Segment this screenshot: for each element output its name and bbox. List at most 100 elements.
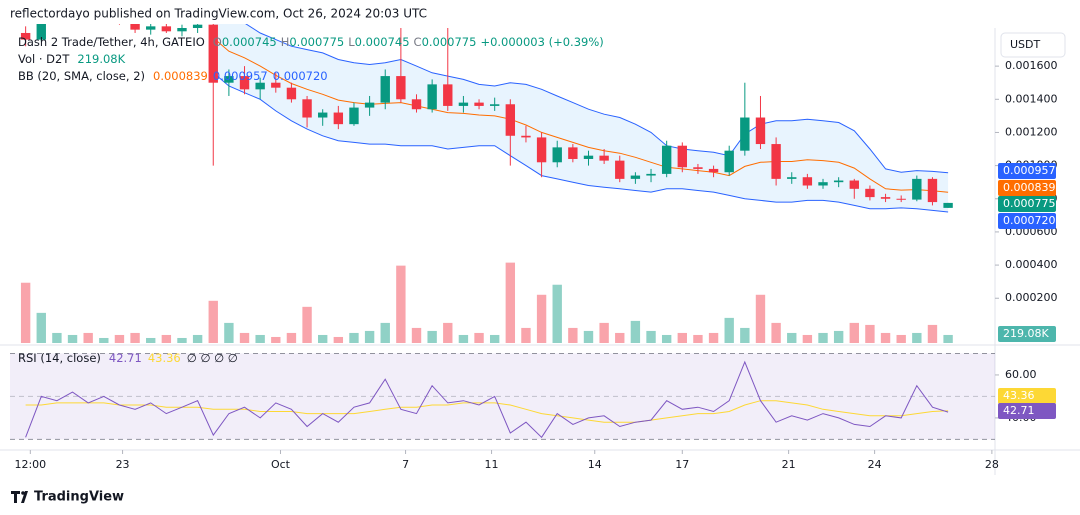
volume-name: Vol · D2T xyxy=(18,52,70,66)
volume-bar xyxy=(67,334,78,343)
close-value: 0.000775 xyxy=(422,35,477,49)
candle-body xyxy=(177,28,187,32)
volume-bar xyxy=(271,336,281,343)
x-tick-label: 14 xyxy=(588,458,602,471)
bb-name: BB (20, SMA, close, 2) xyxy=(18,69,145,83)
open-label: O xyxy=(213,35,222,49)
candle-body xyxy=(130,24,140,30)
candle-body xyxy=(583,155,594,159)
high-label: H xyxy=(281,35,290,49)
candle-body xyxy=(411,99,422,110)
volume-bar xyxy=(474,332,484,343)
y-tick-label: 0.001600 xyxy=(1005,59,1058,72)
candle-body xyxy=(849,180,859,189)
x-tick-label: 17 xyxy=(675,458,689,471)
candle-body xyxy=(912,178,922,200)
candle-body xyxy=(661,145,672,174)
rsi-pane xyxy=(10,352,995,440)
bb-basis-value: 0.000839 xyxy=(153,69,208,83)
candle-body xyxy=(677,145,687,168)
candle-body xyxy=(536,137,547,163)
volume-bar xyxy=(489,334,500,343)
rsi-last: 42.71 xyxy=(1003,404,1035,417)
volume-bar xyxy=(646,330,656,343)
volume-bar xyxy=(505,262,516,343)
volume-bar xyxy=(583,330,594,343)
volume-bar xyxy=(630,320,641,343)
volume-bar xyxy=(286,332,297,343)
volume-bar xyxy=(411,327,422,343)
currency-box[interactable] xyxy=(1000,32,1066,58)
bb-legend: BB (20, SMA, close, 2) 0.000839 0.000957 0.… xyxy=(18,69,328,83)
volume-bar xyxy=(818,332,828,343)
price-pane xyxy=(20,24,953,343)
published-note: reflectordayo published on TradingView.c… xyxy=(10,7,427,21)
volume-bar xyxy=(52,332,62,343)
bb-upper xyxy=(245,24,949,174)
volume-bar xyxy=(724,317,734,343)
volume-bar xyxy=(568,327,578,343)
candle-body xyxy=(787,177,797,179)
open-value: 0.000745 xyxy=(222,35,277,49)
overlay: reflectordayo published on TradingView.c… xyxy=(10,7,1066,505)
close-last-box xyxy=(998,196,1056,212)
candle-body xyxy=(146,26,156,30)
candle-body xyxy=(333,112,344,125)
candle-body xyxy=(740,117,750,151)
high-value: 0.000775 xyxy=(289,35,344,49)
candle-body xyxy=(20,32,31,40)
volume-bar xyxy=(239,332,250,343)
volume-bar xyxy=(255,334,265,343)
x-tick-label: 7 xyxy=(402,458,409,471)
symbol: Dash 2 Trade/Tether, 4h, GATEIO xyxy=(18,35,205,49)
volume-bar xyxy=(536,294,547,343)
volume-bar xyxy=(333,336,344,343)
x-tick-label: 28 xyxy=(985,458,999,471)
volume-bar xyxy=(364,330,375,343)
candle-body xyxy=(615,160,625,179)
candle-body xyxy=(443,84,453,106)
volume-bar xyxy=(693,334,703,343)
bb-basis-last: 0.000839 xyxy=(1003,181,1056,194)
volume-bar xyxy=(912,332,922,343)
volume-bar xyxy=(83,332,93,343)
candle-body xyxy=(552,147,562,163)
close-last: 0.000775 xyxy=(1003,197,1056,210)
volume-legend: Vol · D2T 219.08K xyxy=(18,52,126,66)
plot-area: 0.0016000.0014000.0012000.0010000.000800… xyxy=(0,24,1080,475)
candle-body xyxy=(364,102,375,108)
candle-body xyxy=(302,99,312,118)
volume-bar xyxy=(20,282,31,343)
brand: TradingView xyxy=(34,490,124,505)
volume-bar xyxy=(36,312,46,343)
candle-body xyxy=(458,102,469,106)
volume-bar xyxy=(787,332,797,343)
rsi-extra: ∅ ∅ ∅ ∅ xyxy=(187,351,238,365)
change-value: +0.000003 (+0.39%) xyxy=(480,35,603,49)
bb-fill xyxy=(213,24,949,213)
y-tick-label: 0.001400 xyxy=(1005,92,1058,105)
rsi-ma-value: 43.36 xyxy=(148,351,181,365)
candle-body xyxy=(255,82,265,90)
x-tick-label: 23 xyxy=(116,458,130,471)
volume-bar xyxy=(927,324,938,343)
volume-bar xyxy=(865,324,875,343)
rsi-ma-line xyxy=(25,400,949,423)
y-tick-label: 0.001200 xyxy=(1005,125,1058,138)
candle-body xyxy=(192,24,203,28)
currency[interactable]: USDT xyxy=(1010,38,1041,51)
volume-bar xyxy=(615,332,625,343)
x-tick-label: 21 xyxy=(782,458,796,471)
brand-logo-dot xyxy=(21,491,25,495)
volume-bar xyxy=(880,332,891,343)
candle-body xyxy=(896,198,906,200)
candle-body xyxy=(521,135,531,138)
rsi-line xyxy=(25,360,949,439)
volume-bar xyxy=(114,334,125,343)
volume-bar xyxy=(708,332,719,343)
candle-body xyxy=(818,182,828,186)
x-tick-label: Oct xyxy=(271,458,291,471)
volume-bar xyxy=(349,332,359,343)
bb-upper-last-box xyxy=(998,163,1056,179)
